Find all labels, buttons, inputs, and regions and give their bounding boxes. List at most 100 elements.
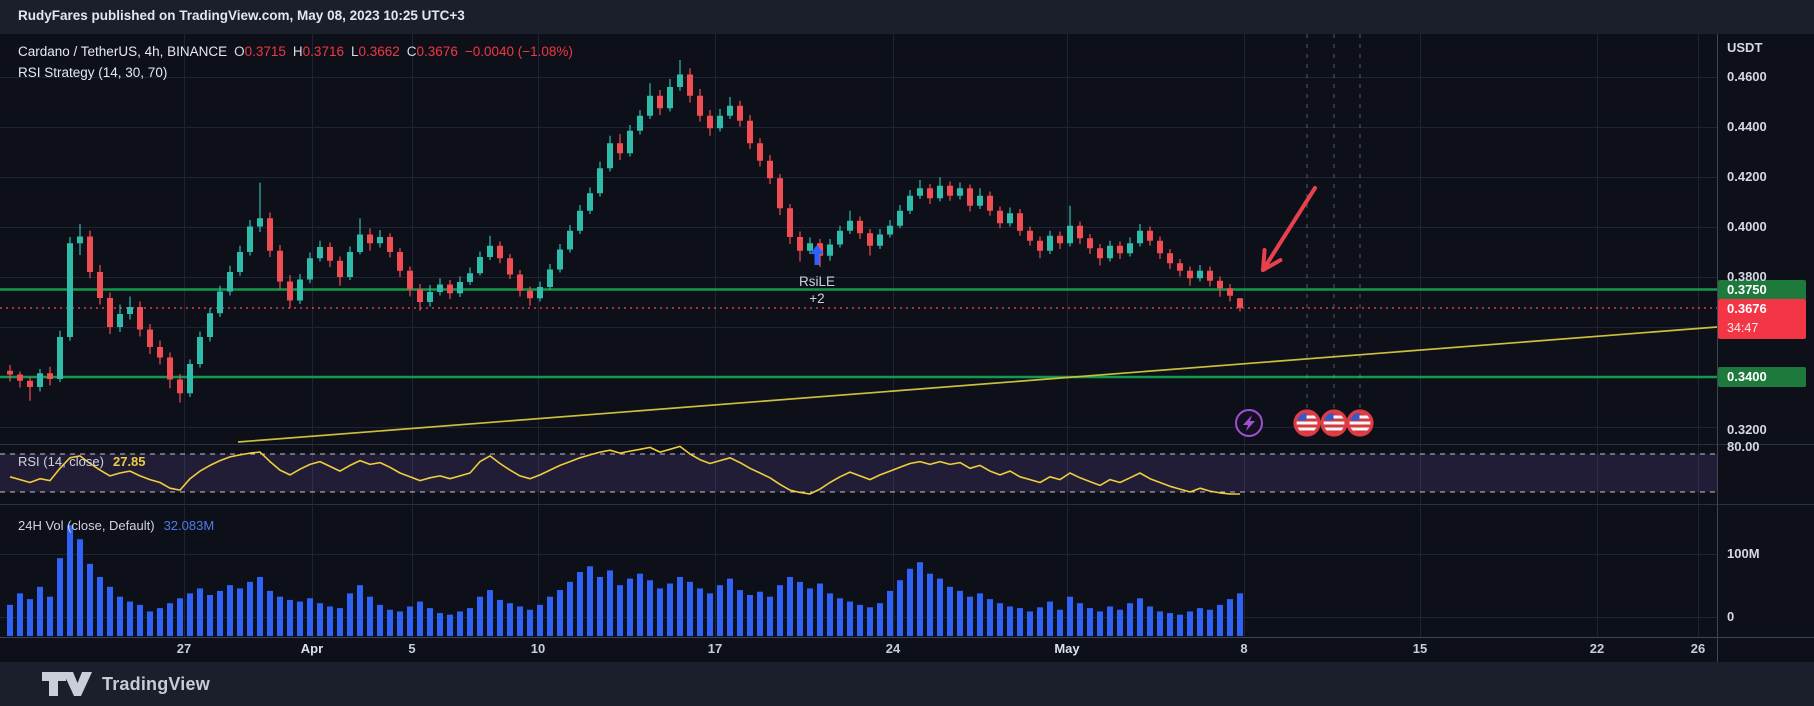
candle-body <box>1187 270 1193 279</box>
chart-area[interactable]: Cardano / TetherUS, 4h, BINANCE O0.3715 H0… <box>0 34 1814 662</box>
volume-value: 32.083M <box>163 518 215 533</box>
rsi-label: RSI (14, close) <box>18 454 104 469</box>
price-tick-label: USDT <box>1727 40 1763 55</box>
tradingview-logo-link[interactable]: TradingView <box>40 670 210 698</box>
candle-body <box>1007 213 1013 224</box>
volume-bar <box>737 590 743 636</box>
candle-body <box>217 291 223 314</box>
trendline[interactable] <box>237 326 1718 443</box>
volume-bar <box>367 596 373 636</box>
volume-bar <box>1227 599 1233 636</box>
candle-body <box>1177 263 1183 271</box>
candle-body <box>87 236 93 272</box>
current-price-badge: 0.3676 34:47 <box>1718 299 1806 339</box>
volume-bar <box>517 606 523 636</box>
candle-body <box>417 289 423 302</box>
chart-surface[interactable] <box>0 34 1814 662</box>
volume-series <box>7 525 1243 636</box>
tradingview-logo-icon <box>42 672 92 696</box>
chart-legend[interactable]: Cardano / TetherUS, 4h, BINANCE O0.3715 H0… <box>18 41 573 83</box>
candle-body <box>927 188 933 199</box>
candle-body <box>297 279 303 301</box>
candle-body <box>467 273 473 282</box>
candle-body <box>197 337 203 364</box>
candlestick-series <box>7 60 1243 403</box>
candle-body <box>177 379 183 394</box>
rsi-pane-legend[interactable]: RSI (14, close) 27.85 <box>18 454 146 469</box>
candle-body <box>477 257 483 274</box>
volume-bar <box>407 606 413 636</box>
candle-body <box>77 236 83 244</box>
economic-event-lightning-icon[interactable] <box>1235 409 1263 437</box>
candle-body <box>1097 248 1103 259</box>
us-flag-event-icon[interactable] <box>1346 409 1374 437</box>
candle-body <box>1087 238 1093 249</box>
volume-bar <box>707 593 713 636</box>
volume-bar <box>717 585 723 636</box>
candle-body <box>1157 240 1163 254</box>
us-flag-event-icon[interactable] <box>1293 409 1321 437</box>
volume-bar <box>877 603 883 636</box>
rsile-buy-arrow-icon[interactable] <box>810 245 824 265</box>
volume-bar <box>247 581 253 636</box>
us-flag-event-icon[interactable] <box>1320 409 1348 437</box>
volume-bar <box>427 608 433 636</box>
volume-bar <box>667 583 673 636</box>
volume-bar <box>117 596 123 636</box>
candle-body <box>947 185 953 196</box>
time-tick-label: 27 <box>176 641 192 656</box>
candle-body <box>667 87 673 109</box>
price-axis[interactable]: 0.3750 0.3676 34:47 0.3400 USDT 0.4600 0.4… <box>1718 34 1814 662</box>
volume-bar <box>437 613 443 636</box>
time-axis[interactable]: 27 Apr 5 10 17 24 May 8 15 22 26 <box>0 638 1717 662</box>
volume-bar <box>627 578 633 636</box>
volume-bar <box>1207 609 1213 636</box>
candle-body <box>717 115 723 129</box>
candle-body <box>767 160 773 179</box>
volume-bar <box>257 576 263 636</box>
candle-body <box>957 188 963 196</box>
candle-body <box>887 225 893 235</box>
volume-bar <box>1027 611 1033 636</box>
candle-body <box>917 188 923 196</box>
candle-body <box>337 260 343 277</box>
time-tick-label: May <box>1054 641 1080 656</box>
candle-body <box>1197 270 1203 279</box>
volume-bar <box>1017 608 1023 636</box>
candle-body <box>167 357 173 380</box>
candle-body <box>607 143 613 169</box>
legend-strategy-row[interactable]: RSI Strategy (14, 30, 70) <box>18 65 168 80</box>
volume-bar <box>1077 603 1083 636</box>
volume-bar <box>1057 609 1063 636</box>
volume-bar <box>797 581 803 636</box>
candle-body <box>27 380 33 387</box>
candle-body <box>317 247 323 259</box>
candle-body <box>457 282 463 294</box>
volume-bar <box>157 608 163 636</box>
volume-bar <box>47 596 53 636</box>
volume-bar <box>927 573 933 636</box>
volume-bar <box>357 585 363 636</box>
volume-bar <box>387 609 393 636</box>
time-tick-label: 26 <box>1690 641 1706 656</box>
price-tick-label: 0.3800 <box>1727 269 1767 284</box>
volume-bar <box>867 607 873 636</box>
volume-bar <box>1217 604 1223 636</box>
volume-bar <box>537 604 543 636</box>
candle-body <box>1207 270 1213 281</box>
volume-bar <box>317 603 323 636</box>
candle-body <box>757 143 763 161</box>
candle-body <box>747 120 753 144</box>
candle-body <box>727 105 733 116</box>
volume-pane-legend[interactable]: 24H Vol (close, Default) 32.083M <box>18 518 214 533</box>
volume-bar <box>647 580 653 636</box>
volume-bar <box>527 609 533 636</box>
volume-bar <box>577 572 583 636</box>
volume-bar <box>1157 611 1163 636</box>
legend-symbol-row[interactable]: Cardano / TetherUS, 4h, BINANCE O0.3715 H0… <box>18 41 573 62</box>
rsile-signal-label: RsiLE +2 <box>787 273 847 307</box>
red-arrow-annotation[interactable] <box>1261 186 1317 272</box>
level-badge-0-3750: 0.3750 <box>1718 279 1806 300</box>
price-tick-label: 100M <box>1727 546 1760 561</box>
rsile-qty-text: +2 <box>809 291 825 306</box>
